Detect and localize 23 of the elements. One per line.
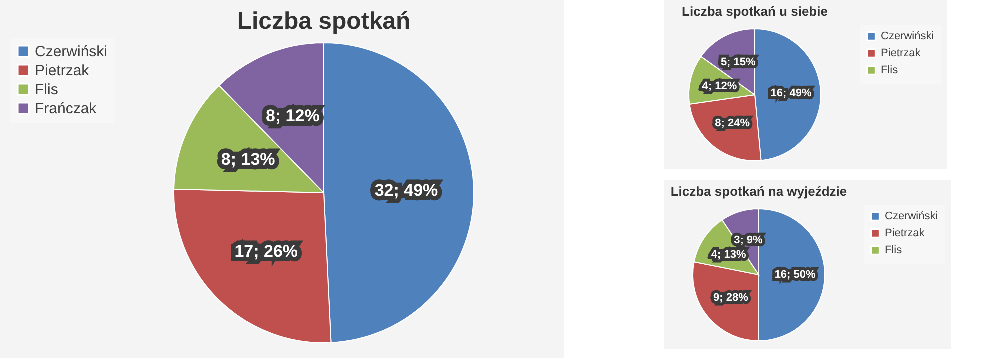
legend-label: Czerwiński — [881, 30, 934, 42]
legend-label: Frańczak — [35, 100, 98, 118]
legend-label: Czerwiński — [35, 44, 108, 60]
data-label: 17; 26% — [234, 242, 298, 262]
legend-label: Pietrzak — [881, 48, 922, 60]
data-label: 8; 13% — [221, 150, 276, 170]
legend-label: Czerwiński — [885, 210, 938, 222]
data-label: 16; 50% — [774, 269, 816, 281]
data-label: 4; 12% — [702, 80, 738, 92]
data-label: 32; 49% — [374, 181, 438, 200]
legend-label: Flis — [885, 244, 903, 256]
chart-title: Liczba spotkań — [237, 8, 411, 35]
data-label: 9; 28% — [714, 292, 749, 304]
chart-title: Liczba spotkań na wyjeździe — [670, 184, 848, 199]
legend-label: Pietrzak — [885, 228, 926, 240]
legend-label: Flis — [881, 64, 899, 76]
legend-label: Pietrzak — [35, 62, 90, 80]
data-label: 8; 12% — [266, 106, 320, 126]
chart-title: Liczba spotkań u siebie — [682, 4, 828, 19]
data-label: 16; 49% — [770, 87, 812, 100]
legend-label: Flis — [35, 82, 58, 98]
data-label: 4; 13% — [711, 248, 746, 261]
data-label: 8; 24% — [715, 118, 750, 130]
